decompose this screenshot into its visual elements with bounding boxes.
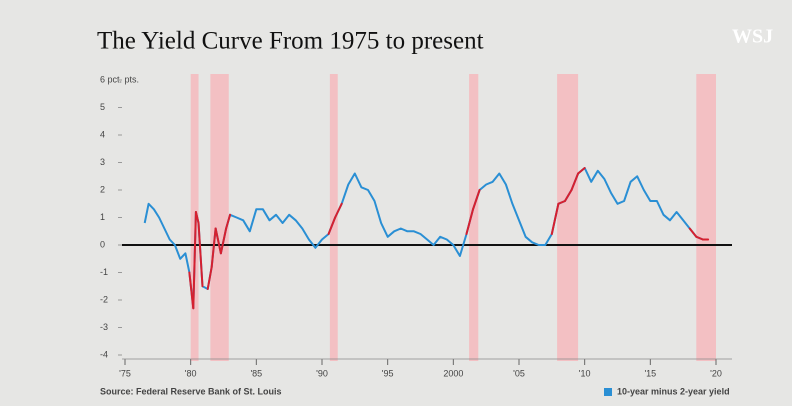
x-tick-label: '80 [185,368,197,378]
highlight-segment [327,216,337,235]
y-tick-label: 1 [100,212,105,222]
highlight-segment [219,227,228,255]
highlight-segment [206,266,213,290]
y-tick-label: 0 [100,239,105,249]
x-tick-label: '05 [513,368,525,378]
x-tick-label: '90 [316,368,328,378]
highlight-segment [192,211,197,310]
highlight-segment [210,227,217,268]
highlight-segment [194,211,200,224]
x-tick-label: '85 [250,368,262,378]
highlight-segment [563,189,573,202]
x-tick-label: '20 [710,368,722,378]
y-tick-label: 3 [100,157,105,167]
logo: WSJ [732,26,773,48]
y-tick-label: -3 [100,322,108,332]
x-tick-label: '10 [579,368,591,378]
shaded-range [329,74,338,361]
legend-label: 10-year minus 2-year yield [617,386,730,396]
y-tick-label: 4 [100,129,105,139]
y-tick-label: 6 pct. pts. [100,74,139,84]
highlight-segment [550,202,560,235]
shaded-range [696,74,716,361]
chart-title: The Yield Curve From 1975 to present [97,28,484,55]
x-tick-label: '75 [119,368,131,378]
highlight-segment [557,200,566,205]
y-tick-label: 2 [100,184,105,194]
highlight-segment [225,213,232,230]
y-tick-label: 5 [100,102,105,112]
shaded-range [190,74,199,361]
x-tick-label: '95 [382,368,394,378]
shaded-range [557,74,579,361]
highlight-segment [214,227,222,255]
highlight-segment [570,172,580,191]
x-tick-label: '15 [644,368,656,378]
highlight-segment [472,189,481,211]
y-tick-label: -1 [100,267,108,277]
highlight-segment [577,167,586,175]
legend-swatch [604,388,612,396]
y-tick-label: -4 [100,349,108,359]
x-tick-label: 2000 [443,368,463,378]
highlight-segment [197,222,204,288]
highlight-segment [334,202,343,219]
source: Source: Federal Reserve Bank of St. Loui… [100,386,282,396]
shaded-range [210,74,229,361]
highlight-segment [688,227,698,238]
highlight-segment [465,208,475,235]
y-tick-label: -2 [100,294,108,304]
highlight-segment [695,235,704,241]
shaded-range [469,74,479,361]
